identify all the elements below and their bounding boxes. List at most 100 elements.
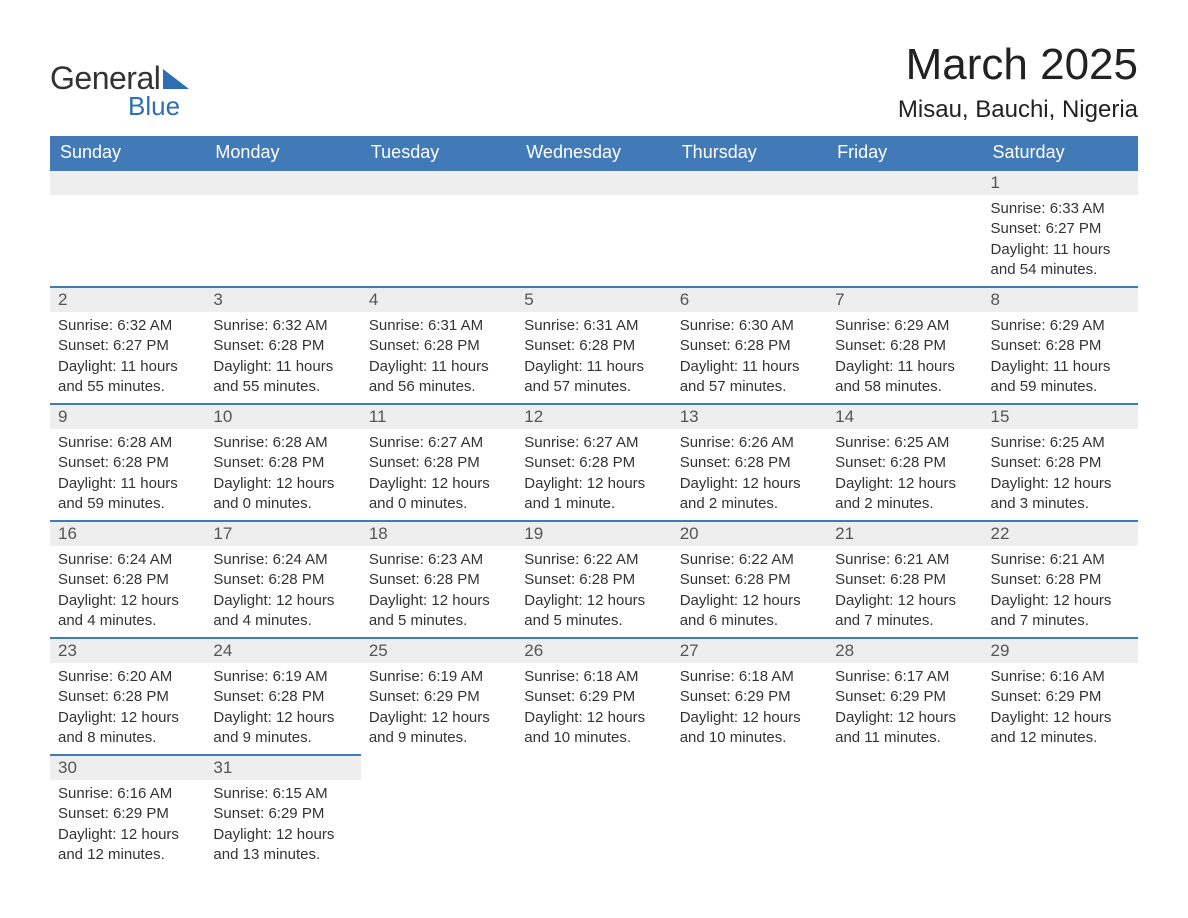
week-row: 1Sunrise: 6:33 AMSunset: 6:27 PMDaylight… [50,170,1138,287]
daylight-line: Daylight: 12 hours and 3 minutes. [991,474,1130,515]
day-cell: 25Sunrise: 6:19 AMSunset: 6:29 PMDayligh… [361,638,516,755]
day-cell [672,755,827,871]
day-body: Sunrise: 6:24 AMSunset: 6:28 PMDaylight:… [50,546,205,637]
sunrise-line: Sunrise: 6:28 AM [213,433,352,453]
sunset-line: Sunset: 6:29 PM [524,687,663,707]
day-body: Sunrise: 6:31 AMSunset: 6:28 PMDaylight:… [516,312,671,403]
sunrise-line: Sunrise: 6:32 AM [213,316,352,336]
day-number [672,171,827,195]
day-cell: 18Sunrise: 6:23 AMSunset: 6:28 PMDayligh… [361,521,516,638]
day-cell [361,755,516,871]
day-header: Monday [205,136,360,170]
sunrise-line: Sunrise: 6:22 AM [524,550,663,570]
daylight-line: Daylight: 11 hours and 57 minutes. [524,357,663,398]
day-body: Sunrise: 6:23 AMSunset: 6:28 PMDaylight:… [361,546,516,637]
sunset-line: Sunset: 6:28 PM [835,570,974,590]
sunset-line: Sunset: 6:29 PM [991,687,1130,707]
day-cell [361,170,516,287]
sunset-line: Sunset: 6:28 PM [58,453,197,473]
day-number: 4 [361,288,516,312]
day-cell [516,755,671,871]
daylight-line: Daylight: 11 hours and 57 minutes. [680,357,819,398]
sunset-line: Sunset: 6:27 PM [991,219,1130,239]
day-body: Sunrise: 6:27 AMSunset: 6:28 PMDaylight:… [516,429,671,520]
daylight-line: Daylight: 12 hours and 12 minutes. [58,825,197,866]
day-number: 9 [50,405,205,429]
day-cell: 22Sunrise: 6:21 AMSunset: 6:28 PMDayligh… [983,521,1138,638]
day-cell [205,170,360,287]
sunrise-line: Sunrise: 6:18 AM [680,667,819,687]
title-block: March 2025 Misau, Bauchi, Nigeria [898,40,1138,124]
day-body: Sunrise: 6:28 AMSunset: 6:28 PMDaylight:… [205,429,360,520]
daylight-line: Daylight: 12 hours and 6 minutes. [680,591,819,632]
sunset-line: Sunset: 6:28 PM [58,687,197,707]
day-body: Sunrise: 6:28 AMSunset: 6:28 PMDaylight:… [50,429,205,520]
day-cell: 16Sunrise: 6:24 AMSunset: 6:28 PMDayligh… [50,521,205,638]
sunset-line: Sunset: 6:28 PM [213,687,352,707]
day-cell: 14Sunrise: 6:25 AMSunset: 6:28 PMDayligh… [827,404,982,521]
day-number [361,755,516,779]
day-cell: 12Sunrise: 6:27 AMSunset: 6:28 PMDayligh… [516,404,671,521]
day-number: 29 [983,639,1138,663]
day-cell: 21Sunrise: 6:21 AMSunset: 6:28 PMDayligh… [827,521,982,638]
header: General Blue March 2025 Misau, Bauchi, N… [50,40,1138,124]
sunrise-line: Sunrise: 6:29 AM [991,316,1130,336]
day-cell: 5Sunrise: 6:31 AMSunset: 6:28 PMDaylight… [516,287,671,404]
sunset-line: Sunset: 6:28 PM [991,336,1130,356]
daylight-line: Daylight: 11 hours and 54 minutes. [991,240,1130,281]
sunrise-line: Sunrise: 6:32 AM [58,316,197,336]
week-row: 23Sunrise: 6:20 AMSunset: 6:28 PMDayligh… [50,638,1138,755]
location-label: Misau, Bauchi, Nigeria [898,96,1138,124]
day-number: 15 [983,405,1138,429]
day-cell: 23Sunrise: 6:20 AMSunset: 6:28 PMDayligh… [50,638,205,755]
daylight-line: Daylight: 12 hours and 11 minutes. [835,708,974,749]
calendar-table: SundayMondayTuesdayWednesdayThursdayFrid… [50,136,1138,871]
sunset-line: Sunset: 6:28 PM [524,336,663,356]
day-body [983,779,1138,849]
day-cell: 7Sunrise: 6:29 AMSunset: 6:28 PMDaylight… [827,287,982,404]
page-title: March 2025 [898,40,1138,90]
sunrise-line: Sunrise: 6:25 AM [991,433,1130,453]
day-cell: 10Sunrise: 6:28 AMSunset: 6:28 PMDayligh… [205,404,360,521]
daylight-line: Daylight: 12 hours and 2 minutes. [680,474,819,515]
sunset-line: Sunset: 6:28 PM [680,453,819,473]
day-number [983,755,1138,779]
sunrise-line: Sunrise: 6:27 AM [369,433,508,453]
day-number: 6 [672,288,827,312]
daylight-line: Daylight: 11 hours and 55 minutes. [213,357,352,398]
day-cell: 8Sunrise: 6:29 AMSunset: 6:28 PMDaylight… [983,287,1138,404]
sunset-line: Sunset: 6:28 PM [213,453,352,473]
logo-text-blue: Blue [128,91,189,122]
sunrise-line: Sunrise: 6:22 AM [680,550,819,570]
day-number [516,171,671,195]
day-number [516,755,671,779]
day-body: Sunrise: 6:29 AMSunset: 6:28 PMDaylight:… [827,312,982,403]
sunrise-line: Sunrise: 6:31 AM [524,316,663,336]
daylight-line: Daylight: 12 hours and 9 minutes. [369,708,508,749]
day-cell: 24Sunrise: 6:19 AMSunset: 6:28 PMDayligh… [205,638,360,755]
day-cell: 3Sunrise: 6:32 AMSunset: 6:28 PMDaylight… [205,287,360,404]
day-number: 10 [205,405,360,429]
day-cell: 29Sunrise: 6:16 AMSunset: 6:29 PMDayligh… [983,638,1138,755]
day-body: Sunrise: 6:22 AMSunset: 6:28 PMDaylight:… [516,546,671,637]
day-cell [516,170,671,287]
day-number: 17 [205,522,360,546]
day-number: 21 [827,522,982,546]
daylight-line: Daylight: 11 hours and 59 minutes. [58,474,197,515]
day-number [827,755,982,779]
day-header: Friday [827,136,982,170]
day-body: Sunrise: 6:22 AMSunset: 6:28 PMDaylight:… [672,546,827,637]
day-cell: 30Sunrise: 6:16 AMSunset: 6:29 PMDayligh… [50,755,205,871]
day-number [827,171,982,195]
day-number: 27 [672,639,827,663]
day-number: 19 [516,522,671,546]
day-number: 2 [50,288,205,312]
day-cell: 1Sunrise: 6:33 AMSunset: 6:27 PMDaylight… [983,170,1138,287]
day-body [50,195,205,265]
day-body: Sunrise: 6:32 AMSunset: 6:28 PMDaylight:… [205,312,360,403]
day-number: 22 [983,522,1138,546]
day-body [516,779,671,849]
week-row: 30Sunrise: 6:16 AMSunset: 6:29 PMDayligh… [50,755,1138,871]
day-body: Sunrise: 6:32 AMSunset: 6:27 PMDaylight:… [50,312,205,403]
day-number: 23 [50,639,205,663]
